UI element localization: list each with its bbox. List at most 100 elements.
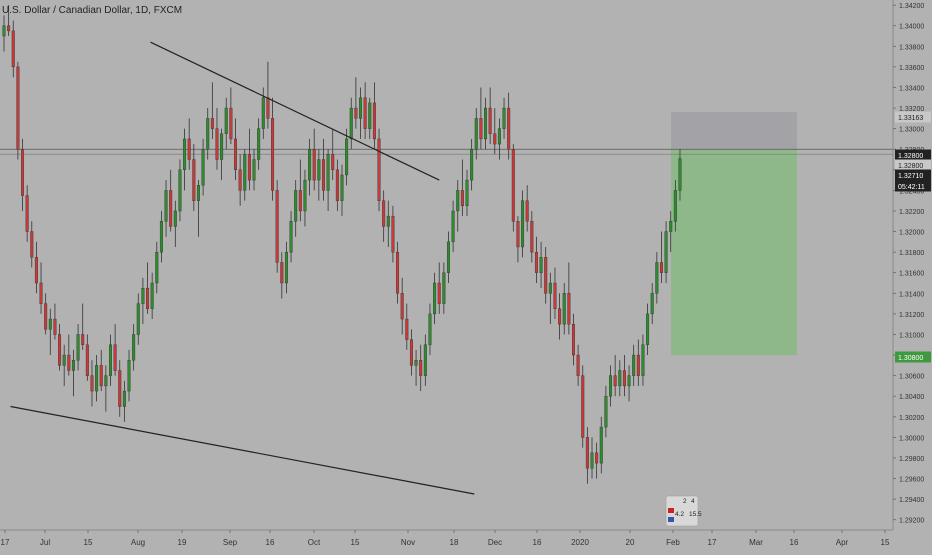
candle-body xyxy=(377,138,381,201)
y-tick-label: 1.31200 xyxy=(899,312,924,319)
candle-body xyxy=(622,370,626,387)
candle-body xyxy=(650,293,654,315)
candle-body xyxy=(132,334,136,361)
x-tick-label: Oct xyxy=(308,538,321,547)
candle-body xyxy=(497,128,501,145)
y-tick-label: 1.34200 xyxy=(899,3,924,10)
candle-body xyxy=(275,190,279,263)
candle-body xyxy=(368,102,372,129)
price-tag-label: 05:42:11 xyxy=(898,184,925,191)
candle-body xyxy=(678,158,682,191)
candle-body xyxy=(618,370,622,387)
candle-body xyxy=(252,159,256,181)
y-tick-label: 1.29600 xyxy=(899,477,924,484)
candle-body xyxy=(289,221,293,253)
x-tick-label: 17 xyxy=(708,538,717,547)
candle-body xyxy=(247,154,251,181)
x-tick-label: 20 xyxy=(626,538,635,547)
candle-body xyxy=(655,262,659,294)
candle-body xyxy=(104,375,108,387)
candle-body xyxy=(150,282,154,309)
candle-body xyxy=(183,138,187,171)
x-tick-label: 16 xyxy=(266,538,275,547)
candle-body xyxy=(192,159,196,201)
candle-body xyxy=(238,169,242,191)
candle-body xyxy=(331,154,335,171)
candle-body xyxy=(71,359,75,371)
candle-body xyxy=(359,97,363,119)
candle-body xyxy=(571,323,575,356)
candle-body xyxy=(553,282,557,309)
candle-body xyxy=(48,318,52,330)
candle-body xyxy=(372,102,376,140)
candle-body xyxy=(609,375,613,397)
candle-body xyxy=(673,190,677,222)
x-tick-label: Nov xyxy=(401,538,415,547)
candle-body xyxy=(456,190,460,212)
candle-body xyxy=(451,210,455,243)
candle-body xyxy=(220,133,224,160)
y-tick-label: 1.31400 xyxy=(899,291,924,298)
candle-body xyxy=(169,190,173,227)
candle-body xyxy=(479,118,483,140)
candle-body xyxy=(382,200,386,227)
candle-body xyxy=(210,118,214,129)
candle-body xyxy=(127,359,131,392)
x-tick-label: 19 xyxy=(178,538,187,547)
x-tick-label: 15 xyxy=(84,538,93,547)
candle-body xyxy=(317,159,321,181)
candle-body xyxy=(173,210,177,227)
candle-body xyxy=(396,251,400,294)
candle-body xyxy=(308,149,312,181)
candle-body xyxy=(196,185,200,201)
price-tag-label: 1.32710 xyxy=(898,173,923,180)
candle-body xyxy=(294,190,298,222)
candle-body xyxy=(99,365,103,387)
event-badge-label: 15.5 xyxy=(689,511,702,518)
candle-body xyxy=(178,169,182,212)
candle-body xyxy=(25,195,29,232)
price-tag-label: 1.32800 xyxy=(898,153,923,160)
event-badge-label: 4 xyxy=(691,498,695,505)
candle-body xyxy=(548,282,552,294)
candle-body xyxy=(284,251,288,284)
candle-body xyxy=(386,215,390,227)
trendline-lower xyxy=(10,405,475,495)
candle-body xyxy=(581,375,585,438)
candle-body xyxy=(21,149,25,196)
candle-body xyxy=(669,221,673,232)
candle-body xyxy=(118,370,122,407)
candle-body xyxy=(261,97,265,129)
y-tick-label: 1.33400 xyxy=(899,85,924,92)
y-tick-label: 1.32000 xyxy=(899,230,924,237)
candle-body xyxy=(340,174,344,201)
y-tick-label: 1.29200 xyxy=(899,518,924,525)
x-tick-label: Feb xyxy=(666,538,680,547)
candle-body xyxy=(95,365,99,392)
flag-icon xyxy=(668,508,674,513)
candle-body xyxy=(271,118,275,191)
candle-body xyxy=(81,334,85,345)
y-tick-label: 1.32400 xyxy=(899,188,924,195)
take-profit-zone xyxy=(671,149,797,356)
candle-body xyxy=(409,339,413,366)
candle-body xyxy=(493,133,497,145)
x-tick-label: 16 xyxy=(533,538,542,547)
candle-body xyxy=(525,200,529,222)
x-tick-label: Jul xyxy=(40,538,50,547)
candle-body xyxy=(266,97,270,119)
candle-body xyxy=(391,215,395,253)
trendline-upper xyxy=(150,41,440,181)
y-tick-label: 1.30200 xyxy=(899,415,924,422)
candle-body xyxy=(280,262,284,284)
candle-body xyxy=(146,287,150,309)
x-tick-label: 15 xyxy=(351,538,360,547)
candle-body xyxy=(664,231,668,273)
candle-body xyxy=(437,282,441,304)
candle-body xyxy=(257,128,261,160)
candle-body xyxy=(613,375,617,387)
price-tag-label: 1.32800 xyxy=(898,163,923,170)
candle-body xyxy=(345,138,349,176)
candle-body xyxy=(326,154,330,191)
